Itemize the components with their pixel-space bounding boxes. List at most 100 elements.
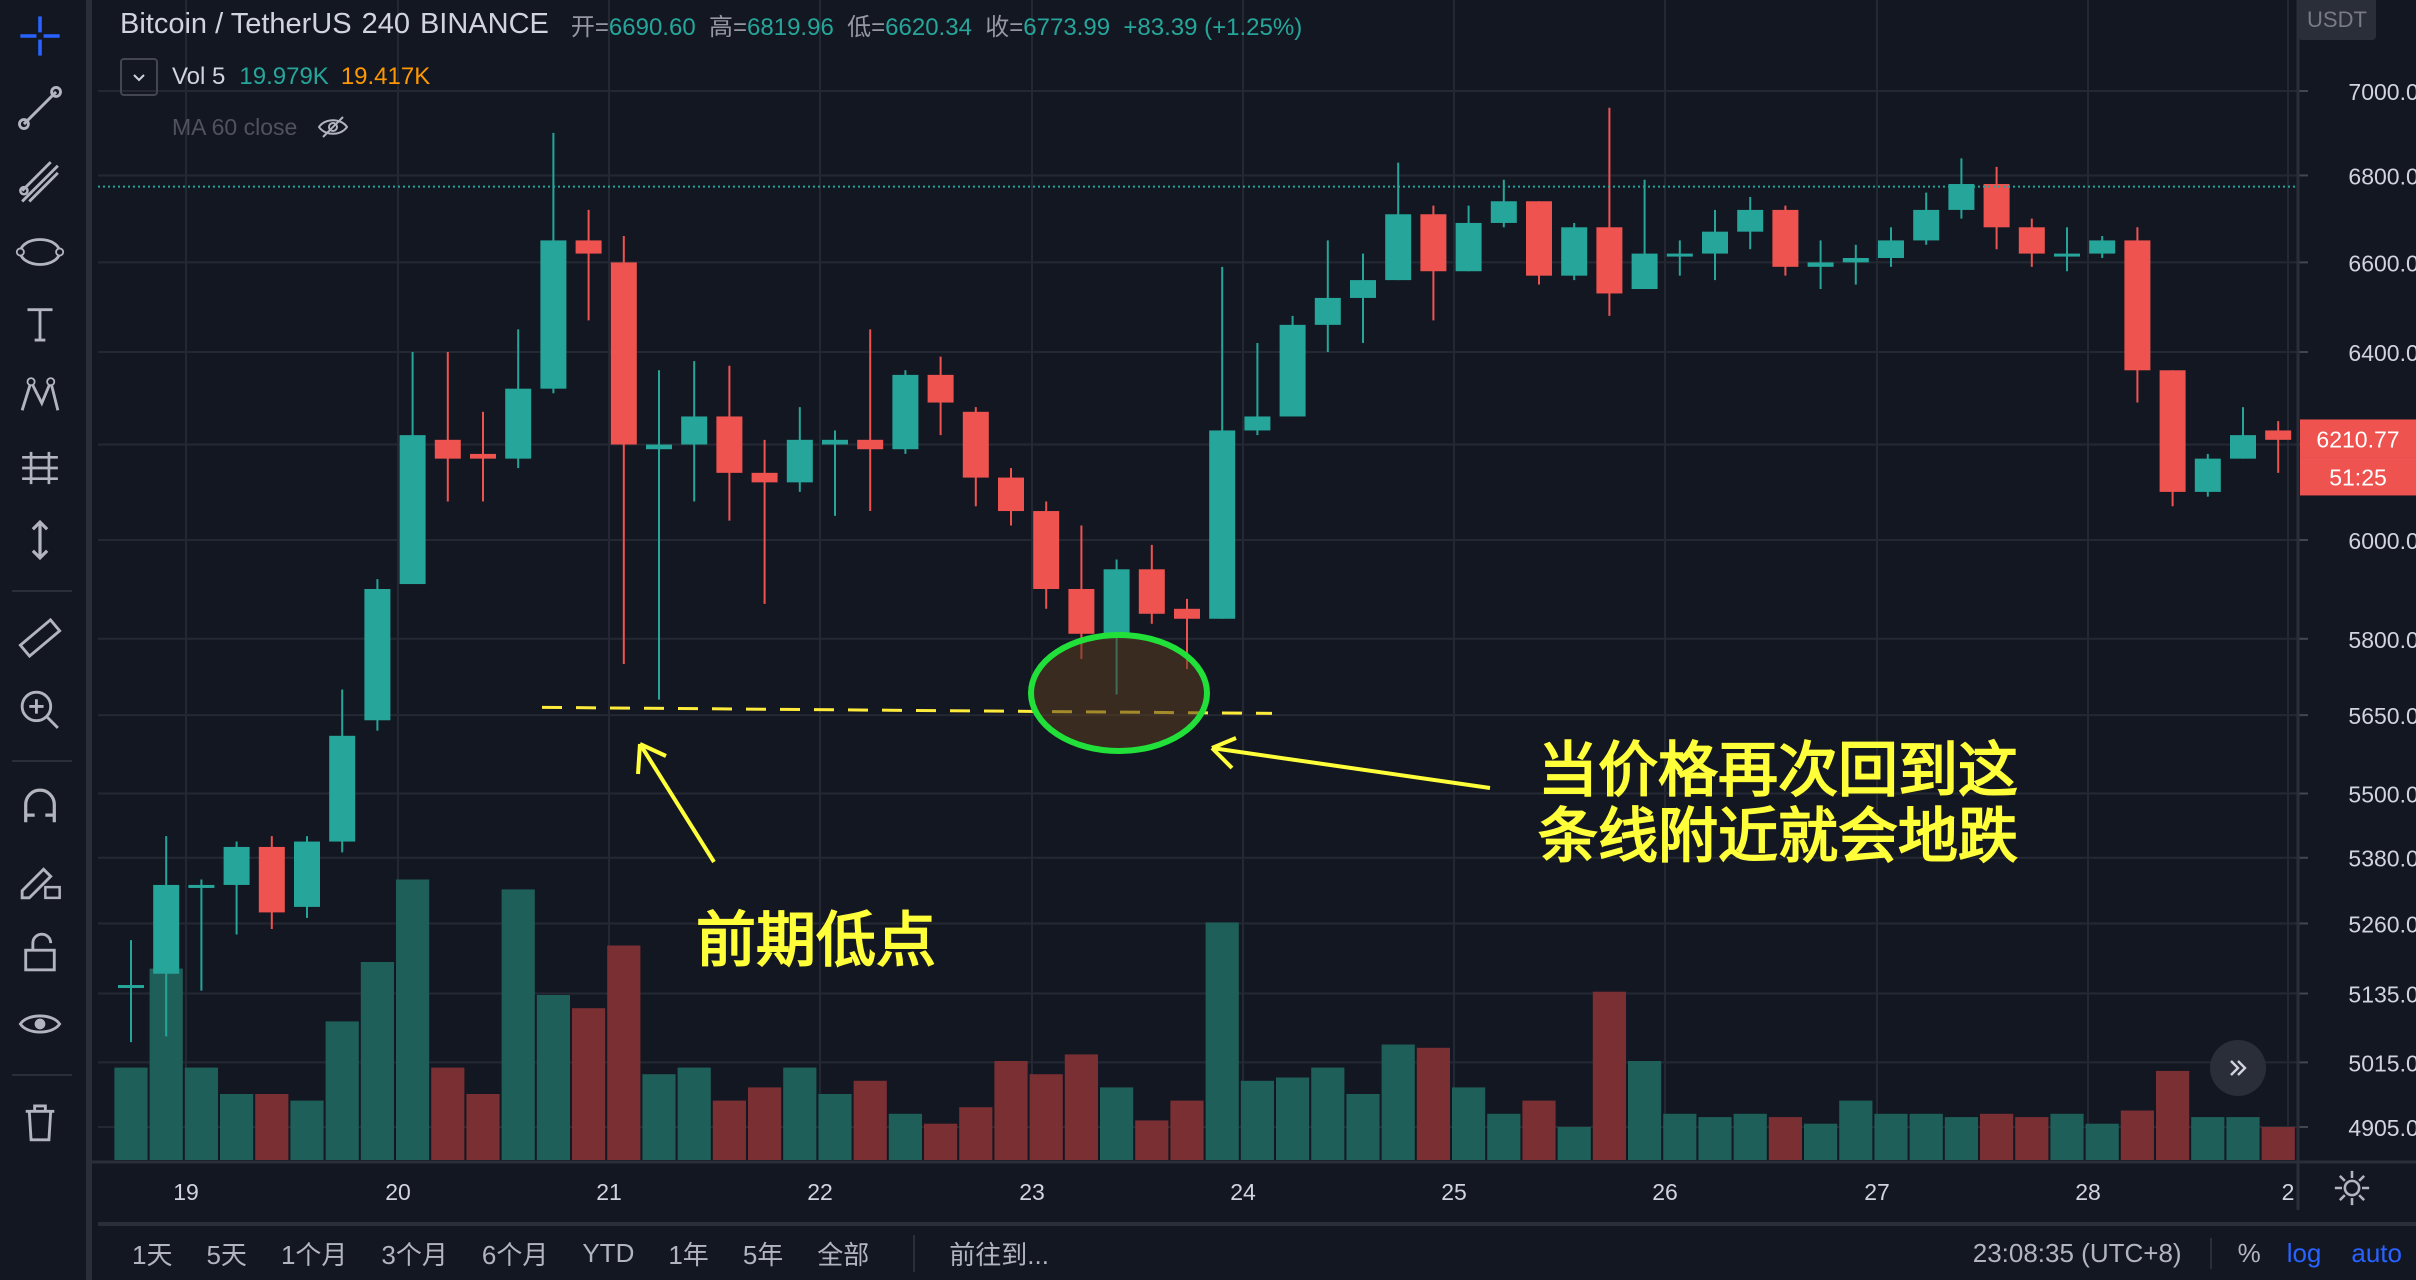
price-tick-label: 5800.00 bbox=[2348, 627, 2416, 653]
range-6m[interactable]: 6个月 bbox=[481, 1239, 549, 1270]
goto-date-button[interactable]: 前往到... bbox=[913, 1234, 1049, 1272]
price-tick-label: 5380.00 bbox=[2348, 846, 2416, 872]
legend: Bitcoin / TetherUS 240 BINANCE 开=6690.60… bbox=[120, 4, 1302, 150]
range-1y[interactable]: 1年 bbox=[668, 1239, 709, 1270]
candle-body bbox=[1913, 209, 1940, 241]
volume-bar bbox=[220, 1094, 254, 1160]
close-value: 6773.99 bbox=[1023, 13, 1111, 41]
volume-bar bbox=[1100, 1087, 1134, 1160]
ruler-icon[interactable] bbox=[14, 612, 66, 664]
fib-retracement-icon[interactable] bbox=[14, 154, 66, 206]
volume-bar bbox=[1205, 922, 1239, 1160]
trash-icon[interactable] bbox=[14, 1096, 66, 1148]
time-tick-label: 26 bbox=[1652, 1179, 1678, 1205]
crosshair-icon[interactable] bbox=[14, 10, 66, 62]
candle-body bbox=[329, 735, 356, 842]
clock-timezone[interactable]: 23:08:35 (UTC+8) bbox=[1972, 1237, 2182, 1268]
drawing-toolbar bbox=[0, 0, 92, 1280]
price-tick-label: 6800.00 bbox=[2348, 163, 2416, 189]
candle-body bbox=[2054, 253, 2080, 257]
trend-line-icon[interactable] bbox=[14, 82, 66, 134]
open-label: 开= bbox=[570, 13, 609, 41]
candle-body bbox=[1666, 253, 1693, 257]
double-chevron-right-icon bbox=[2230, 1060, 2247, 1076]
annotation-line-1: 当价格再次回到这 bbox=[1538, 736, 2018, 806]
ohlc-values: 开=6690.60 高=6819.96 低=6620.34 收=6773.99 … bbox=[571, 7, 1302, 42]
candle-body bbox=[153, 884, 180, 974]
candle-body bbox=[1350, 280, 1376, 298]
volume-bar bbox=[2120, 1110, 2154, 1160]
volume-bar bbox=[994, 1061, 1028, 1160]
volume-bar bbox=[924, 1123, 958, 1160]
auto-scale-toggle[interactable]: auto bbox=[2351, 1237, 2402, 1268]
forecast-icon[interactable] bbox=[14, 442, 66, 494]
range-1m[interactable]: 1个月 bbox=[280, 1239, 348, 1270]
candlestick-chart[interactable]: 7000.006800.006600.006400.006200.006000.… bbox=[92, 0, 2416, 1210]
volume-bar bbox=[853, 1080, 887, 1160]
volume-bar bbox=[1698, 1117, 1732, 1160]
eye-icon[interactable] bbox=[14, 998, 66, 1050]
price-tick-label: 5015.00 bbox=[2348, 1050, 2416, 1076]
zoom-in-icon[interactable] bbox=[14, 684, 66, 736]
magnet-icon[interactable] bbox=[14, 782, 66, 834]
chart-area[interactable]: 7000.006800.006600.006400.006200.006000.… bbox=[92, 0, 2416, 1210]
volume-bar bbox=[1592, 991, 1626, 1160]
range-5y[interactable]: 5年 bbox=[742, 1239, 784, 1270]
range-ytd[interactable]: YTD bbox=[582, 1237, 635, 1268]
volume-bar bbox=[290, 1100, 324, 1160]
candle-body bbox=[1878, 240, 1904, 258]
legend-collapse-button[interactable] bbox=[120, 58, 158, 96]
candle-body bbox=[2265, 430, 2292, 440]
time-tick-label: 27 bbox=[1864, 1179, 1890, 1205]
volume-bar bbox=[1733, 1113, 1767, 1160]
volume-bar bbox=[1663, 1113, 1697, 1160]
volume-bar bbox=[2085, 1123, 2119, 1160]
eye-hidden-icon[interactable] bbox=[315, 113, 351, 141]
lock-drawing-icon[interactable] bbox=[14, 854, 66, 906]
candle-body bbox=[1631, 253, 1658, 290]
measure-arrow-icon[interactable] bbox=[14, 514, 66, 566]
price-unit-badge[interactable]: USDT bbox=[2298, 0, 2376, 40]
candle-body bbox=[1068, 588, 1095, 634]
ma-indicator-label[interactable]: MA 60 close bbox=[172, 113, 298, 140]
unlock-icon[interactable] bbox=[14, 926, 66, 978]
pattern-icon[interactable] bbox=[14, 370, 66, 422]
high-label: 高= bbox=[709, 13, 748, 41]
range-1d[interactable]: 1天 bbox=[132, 1239, 173, 1270]
percent-scale-toggle[interactable]: % bbox=[2209, 1237, 2261, 1269]
volume-bar bbox=[783, 1067, 817, 1160]
volume-bar bbox=[1276, 1077, 1310, 1160]
annotation-previous-low: 前期低点 bbox=[696, 906, 936, 976]
candle-body bbox=[1314, 297, 1341, 325]
volume-bar bbox=[325, 1021, 359, 1160]
volume-bar bbox=[2191, 1117, 2225, 1160]
scroll-to-realtime-button[interactable] bbox=[2210, 1040, 2266, 1096]
chevron-down-icon bbox=[133, 74, 145, 82]
volume-bar bbox=[2261, 1127, 2295, 1160]
candle-body bbox=[1948, 184, 1975, 210]
candle-body bbox=[681, 416, 708, 445]
price-tick-label: 5500.00 bbox=[2348, 781, 2416, 807]
volume-bar bbox=[396, 879, 430, 1160]
time-tick-label: 20 bbox=[385, 1179, 411, 1205]
candle-body bbox=[1244, 416, 1271, 431]
volume-bar bbox=[1980, 1113, 2014, 1160]
volume-bar bbox=[748, 1087, 782, 1160]
range-all[interactable]: 全部 bbox=[817, 1239, 870, 1270]
symbol-name[interactable]: Bitcoin / TetherUS bbox=[120, 7, 352, 40]
volume-bar bbox=[642, 1074, 676, 1160]
volume-bar bbox=[466, 1094, 500, 1160]
candle-body bbox=[1983, 184, 2010, 228]
range-3m[interactable]: 3个月 bbox=[381, 1239, 448, 1270]
range-5d[interactable]: 5天 bbox=[206, 1239, 247, 1270]
symbol-interval[interactable]: 240 bbox=[361, 7, 410, 40]
volume-bar bbox=[1768, 1117, 1802, 1160]
log-scale-toggle[interactable]: log bbox=[2286, 1237, 2322, 1268]
volume-indicator-label[interactable]: Vol 5 bbox=[172, 63, 226, 90]
text-icon[interactable] bbox=[14, 298, 66, 350]
volume-bar bbox=[114, 1067, 148, 1160]
ellipse-icon[interactable] bbox=[14, 226, 66, 278]
candle-body bbox=[1138, 569, 1165, 614]
time-axis: 19 20 21 22 23 24 25 26 27 28 2 bbox=[92, 1160, 2416, 1205]
settings-gear-icon[interactable] bbox=[2332, 1168, 2372, 1208]
